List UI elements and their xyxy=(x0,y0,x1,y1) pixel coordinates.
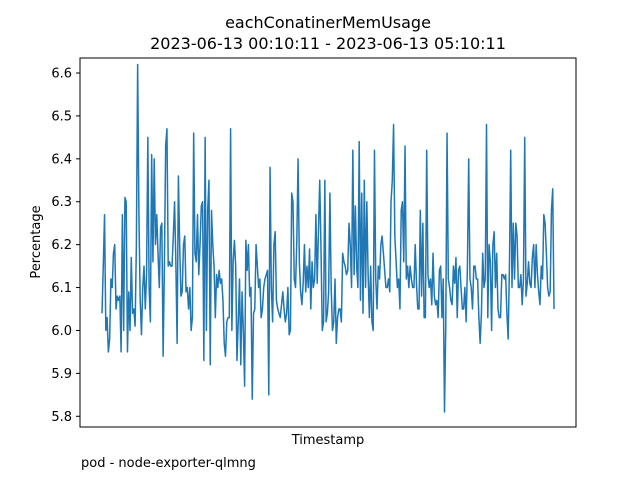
y-tick-label: 6.6 xyxy=(51,67,72,82)
y-tick-label: 6.1 xyxy=(51,281,72,296)
chart-title: eachConatinerMemUsage xyxy=(225,13,431,32)
y-axis-ticks: 5.8 5.9 6.0 6.1 6.2 6.3 6.4 6.5 6.6 xyxy=(51,67,80,425)
y-tick-label: 6.2 xyxy=(51,238,72,253)
plot-frame xyxy=(79,57,577,428)
y-axis-label: Percentage xyxy=(29,205,44,278)
y-tick-label: 6.4 xyxy=(51,152,72,167)
y-tick-label: 6.0 xyxy=(51,324,72,339)
chart-subtitle: 2023-06-13 00:10:11 - 2023-06-13 05:10:1… xyxy=(150,34,506,53)
y-tick-label: 5.9 xyxy=(51,367,72,382)
y-tick-label: 5.8 xyxy=(51,410,72,425)
y-tick-label: 6.3 xyxy=(51,195,72,210)
series-line xyxy=(101,63,555,413)
x-axis-label: Timestamp xyxy=(291,433,365,448)
pod-footer: pod - node-exporter-qlmng xyxy=(81,456,256,471)
y-tick-label: 6.5 xyxy=(51,109,72,124)
